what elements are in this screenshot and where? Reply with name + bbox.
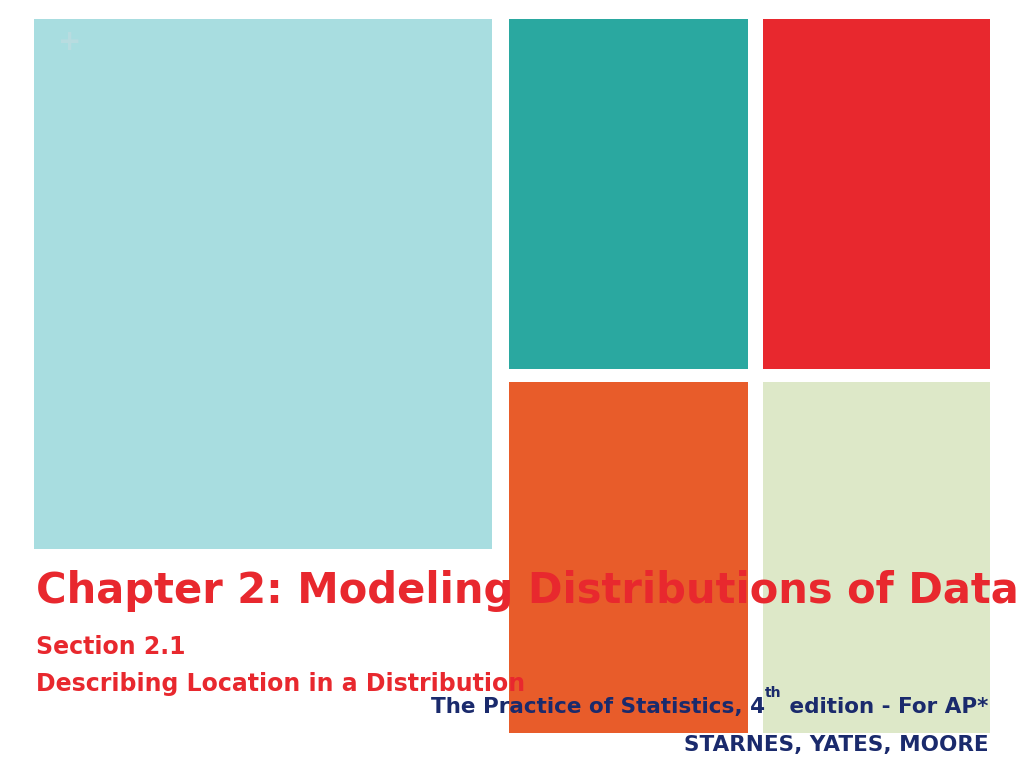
Text: STARNES, YATES, MOORE: STARNES, YATES, MOORE <box>684 735 988 755</box>
Text: The Practice of Statistics, 4: The Practice of Statistics, 4 <box>431 697 765 717</box>
Text: Describing Location in a Distribution: Describing Location in a Distribution <box>36 671 525 696</box>
Text: Chapter 2: Modeling Distributions of Data: Chapter 2: Modeling Distributions of Dat… <box>36 571 1019 612</box>
Bar <box>509 382 748 733</box>
Text: edition - For AP*: edition - For AP* <box>781 697 988 717</box>
Bar <box>763 382 990 733</box>
Bar <box>509 19 748 369</box>
Bar <box>34 19 492 549</box>
Text: +: + <box>58 28 81 56</box>
Text: Section 2.1: Section 2.1 <box>36 634 185 659</box>
Bar <box>763 19 990 369</box>
Text: th: th <box>765 687 781 700</box>
